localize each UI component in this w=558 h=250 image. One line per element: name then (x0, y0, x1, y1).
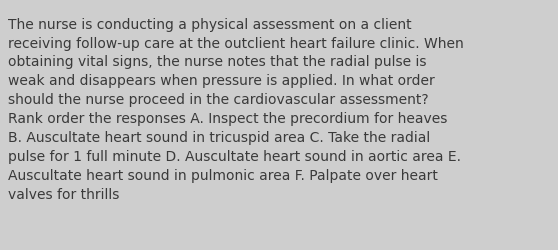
Text: The nurse is conducting a physical assessment on a client
receiving follow-up ca: The nurse is conducting a physical asses… (8, 18, 464, 201)
